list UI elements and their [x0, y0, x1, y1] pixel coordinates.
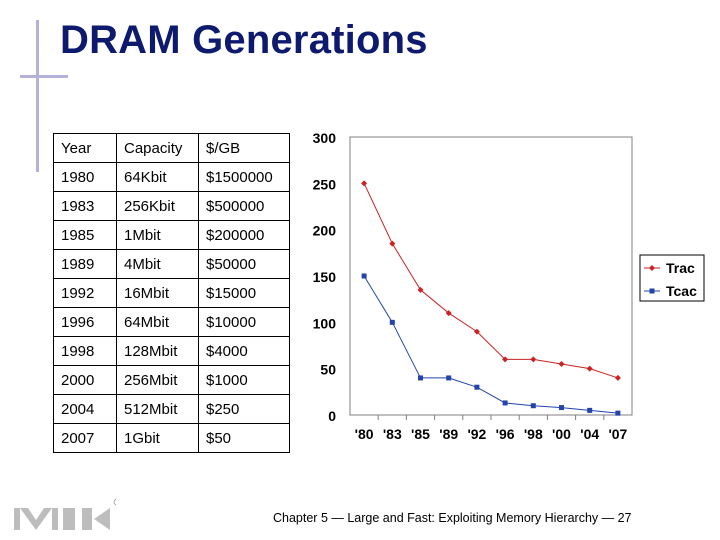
data-point-tcac — [361, 273, 367, 279]
data-point-tcac — [502, 400, 508, 406]
table-row: 2007 1Gbit $50 — [53, 423, 290, 453]
slide-footer: Chapter 5 — Large and Fast: Exploiting M… — [273, 511, 632, 525]
table-header-row: Year Capacity $/GB — [53, 133, 290, 163]
dram-latency-chart: 0 50 100 150 200 250 300 '80 '83 '85 '89 '92 '96 '98 '… — [313, 130, 705, 442]
accent-bar-vertical — [36, 20, 39, 172]
cell-year: 2004 — [53, 394, 117, 424]
x-tick-label: '89 — [439, 426, 458, 442]
data-point-trac — [473, 328, 480, 335]
x-tick-label: '92 — [467, 426, 486, 442]
cell-price: $15000 — [198, 278, 290, 308]
dram-table: Year Capacity $/GB 1980 64Kbit $1500000 … — [53, 133, 290, 453]
header-price-per-gb: $/GB — [198, 133, 290, 163]
legend-marker-tcac — [649, 288, 655, 294]
cell-year: 1985 — [53, 220, 117, 250]
header-year: Year — [53, 133, 117, 163]
table-row: 1983 256Kbit $500000 — [53, 191, 290, 221]
table-row: 1992 16Mbit $15000 — [53, 278, 290, 308]
x-tick-label: '00 — [552, 426, 571, 442]
cell-capacity: 64Kbit — [116, 162, 199, 192]
data-point-trac — [586, 365, 593, 372]
data-point-trac — [445, 310, 452, 317]
y-tick-label: 150 — [313, 269, 337, 285]
data-point-tcac — [474, 384, 480, 390]
table-row: 1989 4Mbit $50000 — [53, 249, 290, 279]
x-tick-label: '98 — [524, 426, 543, 442]
header-capacity: Capacity — [116, 133, 199, 163]
mk-publisher-logo — [14, 498, 116, 530]
data-point-tcac — [615, 410, 621, 416]
x-tick-label: '96 — [496, 426, 515, 442]
accent-bar-horizontal — [20, 75, 68, 78]
cell-capacity: 64Mbit — [116, 307, 199, 337]
cell-price: $50 — [198, 423, 290, 453]
data-point-trac — [361, 180, 368, 187]
x-tick-label: '83 — [383, 426, 402, 442]
slide-title: DRAM Generations — [60, 18, 428, 62]
cell-year: 2007 — [53, 423, 117, 453]
y-tick-label: 300 — [313, 130, 337, 146]
data-point-tcac — [389, 319, 395, 325]
cell-year: 1998 — [53, 336, 117, 366]
data-point-trac — [502, 356, 509, 363]
cell-price: $250 — [198, 394, 290, 424]
data-point-tcac — [418, 375, 423, 381]
table-row: 2004 512Mbit $250 — [53, 394, 290, 424]
data-point-tcac — [587, 407, 593, 413]
table-row: 1980 64Kbit $1500000 — [53, 162, 290, 192]
cell-year: 1980 — [53, 162, 117, 192]
data-point-trac — [389, 240, 396, 247]
cell-capacity: 1Mbit — [116, 220, 199, 250]
data-point-tcac — [530, 403, 536, 409]
data-point-trac — [614, 374, 621, 381]
table-row: 1996 64Mbit $10000 — [53, 307, 290, 337]
cell-price: $200000 — [198, 220, 290, 250]
cell-capacity: 512Mbit — [116, 394, 199, 424]
x-tick-label: '80 — [355, 426, 374, 442]
cell-capacity: 1Gbit — [116, 423, 199, 453]
data-point-tcac — [446, 375, 452, 381]
y-tick-label: 250 — [313, 176, 337, 192]
x-tick-label: '07 — [608, 426, 627, 442]
y-tick-label: 100 — [313, 315, 337, 331]
table-row: 1985 1Mbit $200000 — [53, 220, 290, 250]
legend-marker-trac — [649, 265, 655, 271]
x-tick-label: '85 — [411, 426, 430, 442]
cell-capacity: 4Mbit — [116, 249, 199, 279]
cell-price: $10000 — [198, 307, 290, 337]
series-line-tcac — [363, 275, 618, 414]
cell-price: $50000 — [198, 249, 290, 279]
cell-capacity: 16Mbit — [116, 278, 199, 308]
cell-price: $1000 — [198, 365, 290, 395]
cell-year: 1989 — [53, 249, 117, 279]
data-point-trac — [530, 356, 537, 363]
data-point-trac — [558, 361, 565, 368]
cell-price: $4000 — [198, 336, 290, 366]
x-tick-label: '04 — [580, 426, 599, 442]
y-tick-label: 0 — [328, 408, 336, 424]
cell-year: 2000 — [53, 365, 117, 395]
cell-price: $1500000 — [198, 162, 290, 192]
y-tick-label: 50 — [320, 362, 336, 378]
cell-capacity: 256Mbit — [116, 365, 199, 395]
data-point-tcac — [559, 405, 564, 411]
cell-price: $500000 — [198, 191, 290, 221]
legend-label-tcac: Tcac — [666, 283, 697, 299]
series-line-trac — [363, 183, 619, 379]
cell-capacity: 256Kbit — [116, 191, 199, 221]
legend-label-trac: Trac — [666, 260, 695, 276]
table-row: 2000 256Mbit $1000 — [53, 365, 290, 395]
cell-year: 1996 — [53, 307, 117, 337]
plot-area — [349, 136, 633, 416]
cell-year: 1983 — [53, 191, 117, 221]
table-row: 1998 128Mbit $4000 — [53, 336, 290, 366]
cell-year: 1992 — [53, 278, 117, 308]
cell-capacity: 128Mbit — [116, 336, 199, 366]
y-tick-label: 200 — [313, 223, 337, 239]
data-point-trac — [417, 286, 424, 293]
